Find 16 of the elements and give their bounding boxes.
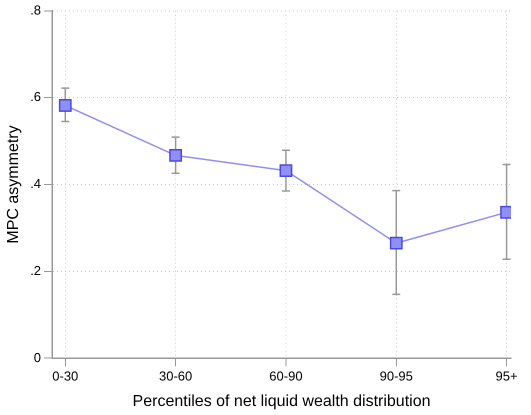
y-tick-label: .6: [30, 89, 42, 104]
point: [169, 149, 182, 162]
y-axis-title: MPC asymmetry: [5, 125, 22, 244]
point: [390, 236, 403, 250]
point: [58, 99, 72, 112]
x-tick-label: 90-95: [380, 368, 413, 384]
x-tick-label: 30-60: [158, 368, 192, 384]
x-axis-title: Percentiles of net liquid wealth distribution: [132, 392, 430, 410]
x-tick-label: 95+: [496, 368, 518, 384]
x-tick-label: 60-90: [269, 368, 303, 384]
y-tick-label: .2: [30, 262, 42, 278]
y-tick-label: .8: [30, 2, 42, 18]
y-tick-label: .4: [30, 176, 42, 192]
point: [280, 164, 292, 178]
x-tick-label: 0-30: [52, 368, 78, 384]
y-tick-label: 0: [34, 350, 42, 365]
